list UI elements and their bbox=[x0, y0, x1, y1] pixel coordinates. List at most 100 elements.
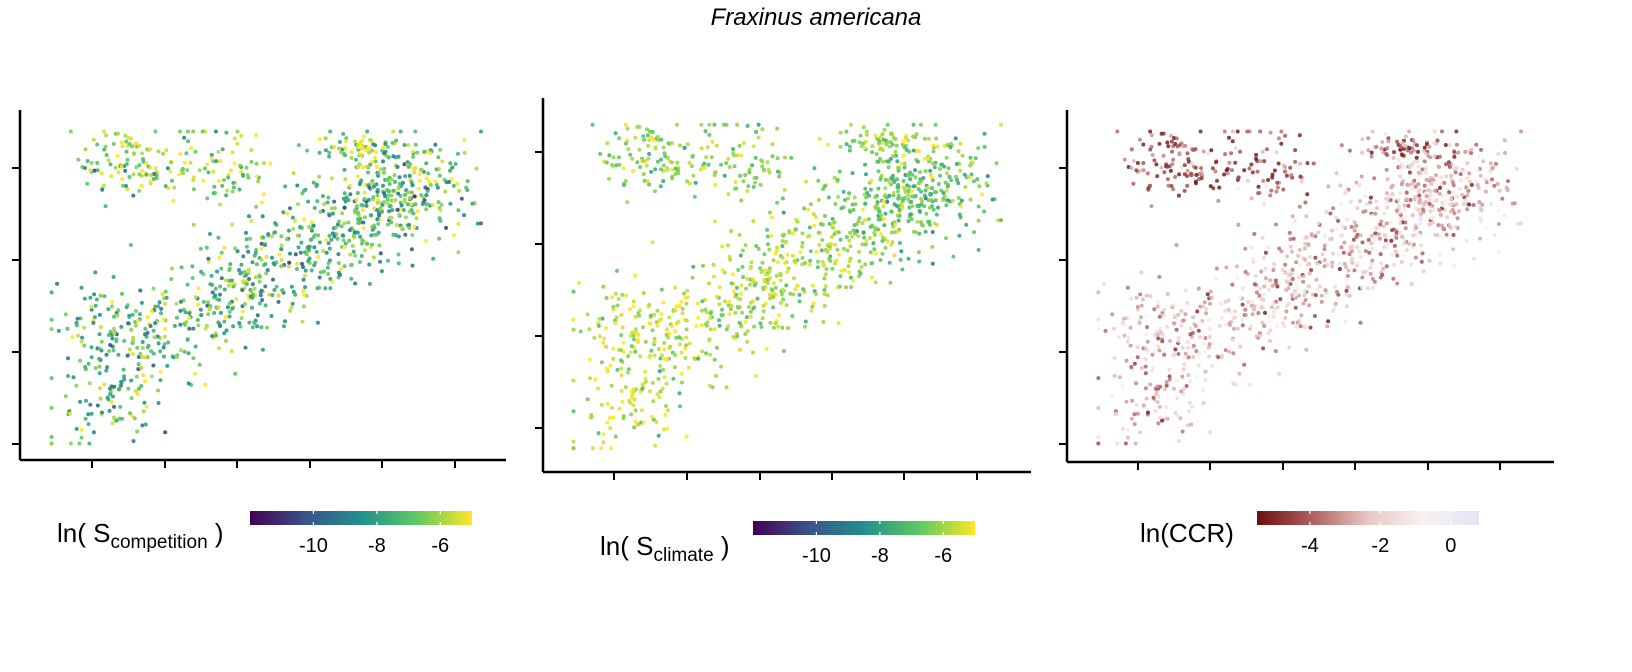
data-point bbox=[605, 420, 610, 425]
data-point bbox=[1269, 305, 1274, 310]
data-point bbox=[1443, 162, 1448, 167]
data-point bbox=[990, 197, 995, 202]
data-point bbox=[675, 171, 680, 176]
data-point bbox=[151, 363, 156, 368]
data-point bbox=[326, 241, 331, 246]
data-point bbox=[1434, 173, 1438, 178]
data-point bbox=[1122, 316, 1126, 321]
data-point bbox=[1262, 324, 1267, 329]
data-point bbox=[936, 182, 941, 186]
data-point bbox=[324, 250, 329, 255]
data-point bbox=[1401, 254, 1406, 258]
data-point bbox=[1393, 234, 1398, 238]
data-point bbox=[1122, 333, 1127, 338]
data-point bbox=[883, 186, 888, 191]
data-point bbox=[856, 219, 861, 224]
data-point bbox=[1271, 309, 1276, 314]
data-point bbox=[79, 339, 84, 344]
data-point bbox=[91, 430, 96, 435]
data-point bbox=[1386, 139, 1391, 144]
data-point bbox=[911, 148, 916, 153]
data-point bbox=[1170, 149, 1175, 154]
data-point bbox=[349, 155, 354, 160]
data-point bbox=[1445, 215, 1450, 220]
data-point bbox=[394, 223, 399, 228]
data-point bbox=[1153, 349, 1157, 353]
data-point bbox=[658, 364, 663, 368]
data-point bbox=[1236, 356, 1240, 361]
data-point bbox=[1308, 325, 1313, 330]
data-point bbox=[1162, 387, 1167, 392]
data-point bbox=[999, 122, 1003, 127]
data-point bbox=[691, 264, 696, 269]
data-point bbox=[145, 315, 150, 320]
data-point bbox=[909, 189, 914, 193]
data-point bbox=[456, 250, 461, 255]
data-point bbox=[108, 162, 113, 167]
data-point bbox=[79, 435, 84, 440]
data-point bbox=[960, 153, 965, 158]
data-point bbox=[1167, 338, 1172, 343]
data-point bbox=[296, 202, 300, 207]
data-point bbox=[135, 392, 140, 397]
data-point bbox=[222, 287, 227, 292]
data-point bbox=[839, 268, 844, 273]
data-point bbox=[174, 355, 179, 360]
data-point bbox=[1457, 186, 1462, 191]
data-point bbox=[409, 190, 414, 195]
data-point bbox=[1370, 277, 1375, 281]
data-point bbox=[209, 156, 214, 161]
data-point bbox=[306, 224, 311, 229]
data-point bbox=[1210, 166, 1215, 171]
data-point bbox=[132, 151, 136, 156]
data-point bbox=[121, 367, 126, 372]
data-point bbox=[433, 142, 438, 147]
data-point bbox=[1182, 163, 1187, 168]
data-point bbox=[137, 143, 142, 148]
data-point bbox=[447, 180, 451, 184]
data-point bbox=[1411, 148, 1416, 153]
data-point bbox=[1201, 149, 1206, 154]
data-point bbox=[1268, 328, 1273, 333]
data-point bbox=[626, 147, 631, 152]
data-point bbox=[1397, 210, 1402, 215]
data-point bbox=[571, 446, 576, 451]
data-point bbox=[650, 380, 655, 385]
data-point bbox=[1452, 154, 1457, 159]
data-point bbox=[149, 349, 154, 354]
data-point bbox=[75, 316, 80, 321]
data-point bbox=[137, 163, 142, 168]
data-point bbox=[1379, 261, 1383, 266]
data-point bbox=[1260, 320, 1265, 325]
data-point bbox=[1352, 220, 1357, 225]
data-point bbox=[915, 159, 920, 164]
data-point bbox=[1274, 306, 1279, 311]
data-point bbox=[1332, 305, 1337, 310]
data-point bbox=[1137, 137, 1142, 142]
data-point bbox=[259, 246, 264, 251]
data-point bbox=[1195, 309, 1200, 314]
data-point bbox=[190, 276, 195, 280]
data-point bbox=[647, 321, 652, 326]
panel-climate: -10 -8 -6ln( Sclimate ) bbox=[535, 98, 1031, 567]
data-point bbox=[286, 264, 291, 269]
data-point bbox=[1259, 297, 1264, 302]
data-point bbox=[621, 166, 626, 171]
data-point bbox=[628, 350, 633, 355]
data-point bbox=[359, 254, 364, 258]
data-point bbox=[132, 416, 137, 421]
data-point bbox=[1148, 294, 1153, 299]
data-point bbox=[794, 227, 798, 232]
data-point bbox=[220, 147, 225, 152]
data-point bbox=[265, 325, 269, 330]
data-point bbox=[767, 247, 772, 252]
data-point bbox=[321, 249, 326, 253]
data-point bbox=[874, 152, 879, 157]
data-point bbox=[427, 179, 432, 184]
data-point bbox=[332, 206, 337, 211]
data-point bbox=[131, 193, 136, 198]
data-point bbox=[976, 218, 981, 223]
data-point bbox=[800, 240, 805, 245]
data-point bbox=[1358, 233, 1363, 238]
data-point bbox=[263, 303, 268, 308]
